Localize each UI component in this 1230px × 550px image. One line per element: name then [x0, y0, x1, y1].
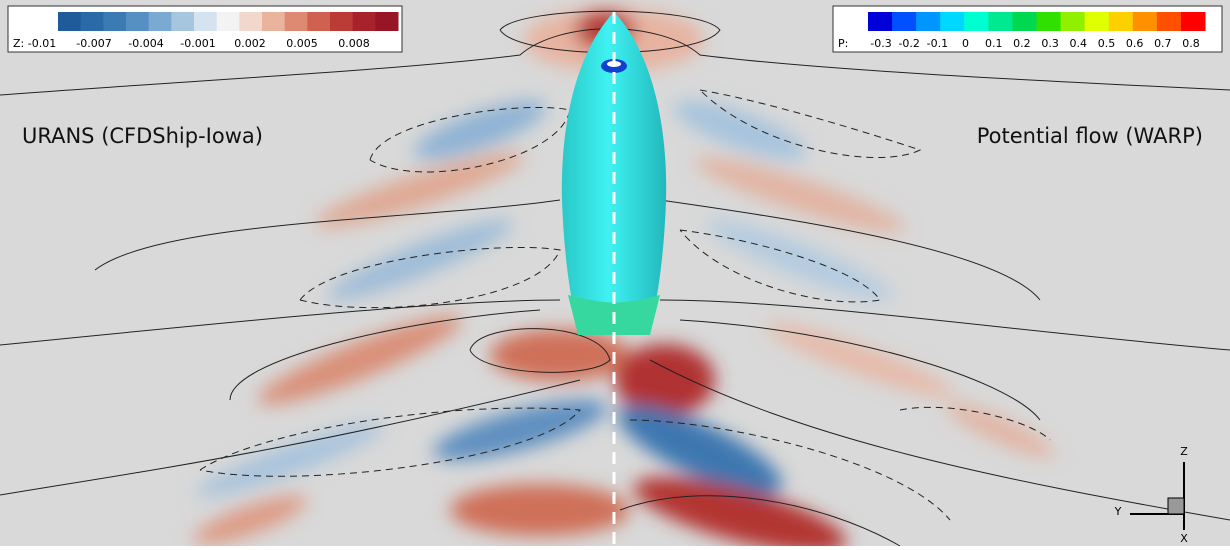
p-legend-label: P:: [838, 37, 848, 50]
color-swatch: [262, 12, 285, 31]
color-swatch: [375, 12, 398, 31]
colorbar-tick-label: 0.4: [1070, 37, 1088, 50]
color-swatch: [81, 12, 104, 31]
color-swatch: [916, 12, 941, 31]
colorbar-tick-label: 0.7: [1154, 37, 1172, 50]
color-swatch: [892, 12, 917, 31]
color-swatch: [149, 12, 172, 31]
color-swatch: [868, 12, 893, 31]
color-swatch: [1085, 12, 1110, 31]
z-axis-label: Z: [1180, 445, 1188, 458]
colorbar-tick-label: -0.2: [898, 37, 919, 50]
color-swatch: [58, 12, 81, 31]
color-swatch: [1157, 12, 1182, 31]
color-swatch: [217, 12, 240, 31]
colorbar-tick-label: -0.007: [76, 37, 111, 50]
color-swatch: [285, 12, 308, 31]
z-colorbar: -0.01 -0.007 -0.004 -0.001 0.002 0.005 0.008: [28, 12, 399, 50]
color-swatch: [1012, 12, 1037, 31]
color-swatch: [1109, 12, 1134, 31]
color-swatch: [1061, 12, 1086, 31]
color-swatch: [1133, 12, 1158, 31]
colorbar-tick-label: 0.005: [286, 37, 318, 50]
color-swatch: [1037, 12, 1062, 31]
color-swatch: [988, 12, 1013, 31]
color-swatch: [1181, 12, 1206, 31]
colorbar-tick-label: 0.6: [1126, 37, 1144, 50]
colorbar-tick-label: 0.3: [1041, 37, 1059, 50]
color-swatch: [964, 12, 989, 31]
colorbar-tick-label: -0.01: [28, 37, 56, 50]
color-swatch: [103, 12, 126, 31]
color-swatch: [239, 12, 262, 31]
colorbar-tick-label: -0.004: [128, 37, 163, 50]
z-legend-label: Z:: [13, 37, 24, 50]
colorbar-tick-label: -0.001: [180, 37, 215, 50]
colorbar-tick-label: -0.1: [927, 37, 948, 50]
colorbar-tick-label: 0: [962, 37, 969, 50]
color-swatch: [353, 12, 376, 31]
color-swatch: [307, 12, 330, 31]
color-swatch: [171, 12, 194, 31]
right-title: Potential flow (WARP): [977, 124, 1203, 148]
colorbar-tick-label: 0.8: [1182, 37, 1200, 50]
colorbar-tick-label: 0.5: [1098, 37, 1116, 50]
colorbar-tick-label: 0.002: [234, 37, 266, 50]
colorbar-tick-label: 0.008: [338, 37, 370, 50]
color-swatch: [940, 12, 965, 31]
color-swatch: [126, 12, 149, 31]
x-axis-label: X: [1180, 532, 1188, 545]
color-swatch: [194, 12, 217, 31]
colorbar-tick-label: 0.2: [1013, 37, 1031, 50]
y-axis-label: Y: [1114, 505, 1122, 518]
colorbar-tick-label: 0.1: [985, 37, 1003, 50]
left-title: URANS (CFDShip-Iowa): [22, 124, 263, 148]
colorbar-tick-label: -0.3: [870, 37, 891, 50]
cfd-figure: Z: -0.01 -0.007 -0.004 -0.001 0.002 0.005 0.00…: [0, 0, 1230, 546]
color-swatch: [330, 12, 353, 31]
